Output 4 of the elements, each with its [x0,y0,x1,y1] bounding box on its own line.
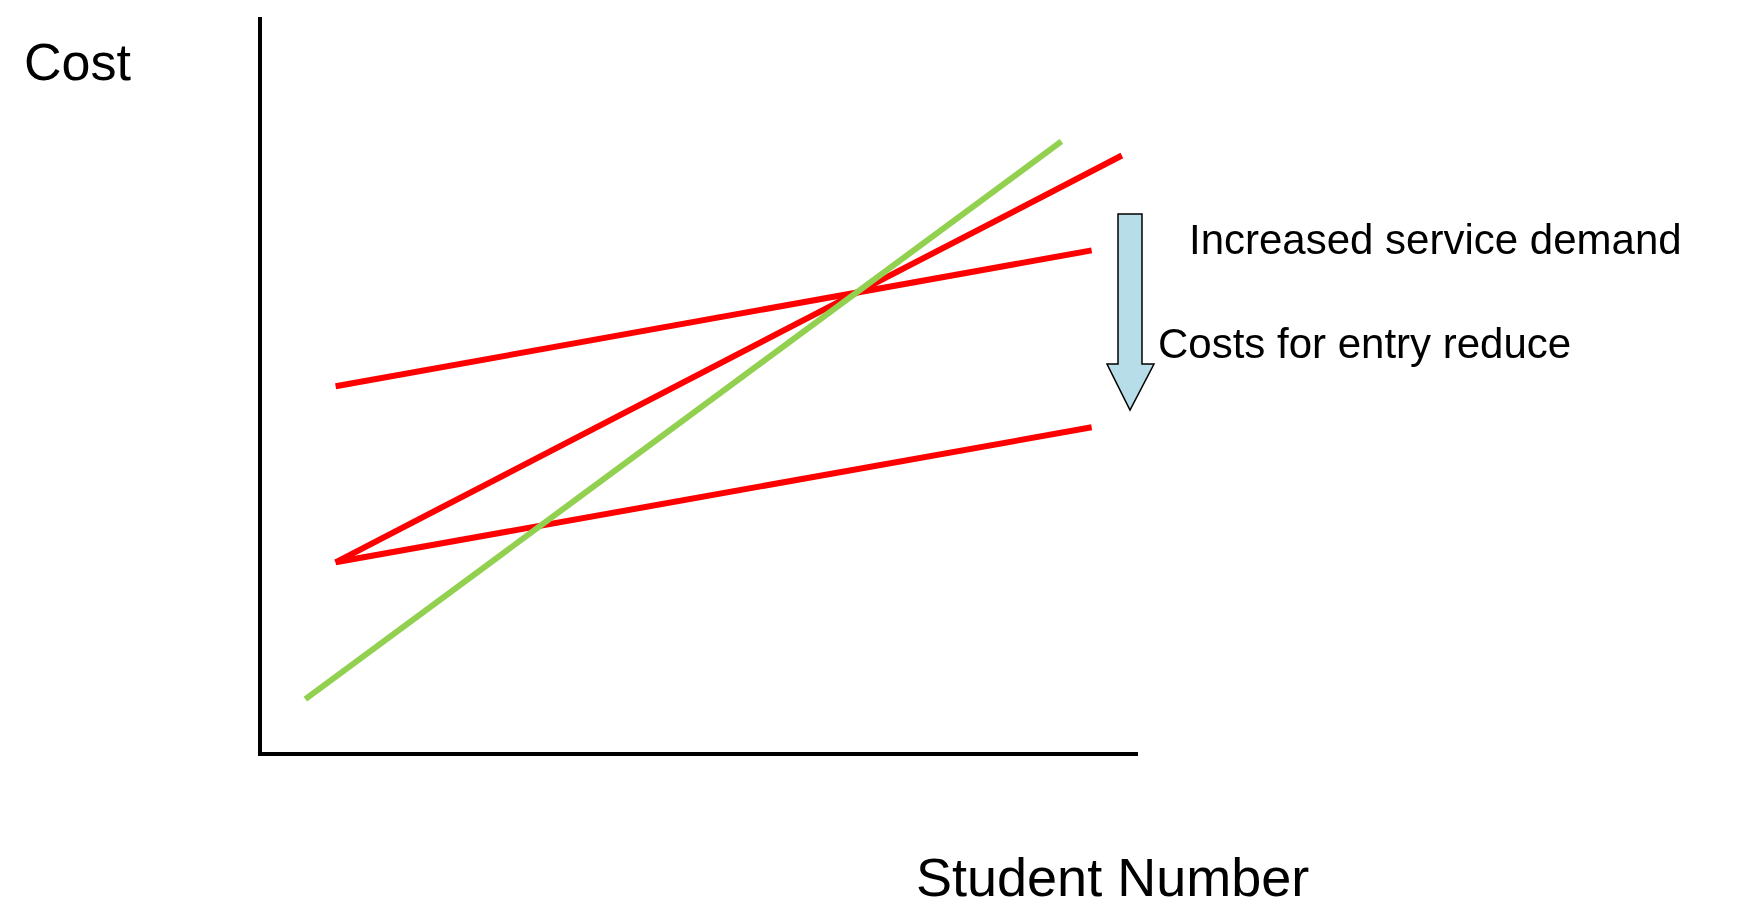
y-axis-title: Cost [24,33,132,92]
x-axis-title: Student Number [916,846,1310,903]
text: Increased service demand [1189,215,1682,263]
text: Costs for entry reduce [1158,319,1572,367]
